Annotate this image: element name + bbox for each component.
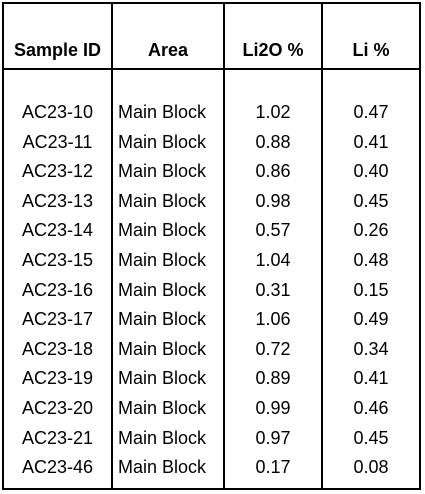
cell-li2o: 0.86: [255, 161, 291, 181]
cell-li: 0.45: [353, 191, 389, 211]
table-border: [2, 2, 421, 490]
cell-li2o: 0.89: [255, 368, 291, 388]
cell-li: 0.15: [353, 280, 389, 300]
cell-li: 0.48: [353, 250, 389, 270]
header-li2o: Li2O %: [242, 40, 304, 60]
cell-area: Main Block: [118, 309, 207, 329]
cell-li2o: 0.72: [255, 339, 291, 359]
header-sample-id: Sample ID: [13, 40, 102, 60]
cell-sample-id: AC23-12: [21, 161, 94, 181]
cell-area: Main Block: [118, 102, 207, 122]
cell-li: 0.47: [353, 102, 389, 122]
cell-li2o: 1.02: [255, 102, 291, 122]
cell-li2o: 0.57: [255, 220, 291, 240]
cell-area: Main Block: [118, 250, 207, 270]
cell-li: 0.49: [353, 309, 389, 329]
cell-li2o: 0.17: [255, 457, 291, 477]
header-area: Area: [147, 40, 189, 60]
cell-sample-id: AC23-11: [22, 132, 93, 152]
cell-area: Main Block: [118, 398, 207, 418]
header-divider: [2, 68, 421, 70]
cell-li: 0.08: [353, 457, 389, 477]
cell-area: Main Block: [118, 280, 207, 300]
cell-sample-id: AC23-14: [21, 220, 94, 240]
cell-sample-id: AC23-21: [21, 428, 94, 448]
cell-li2o: 0.99: [255, 398, 291, 418]
column-divider: [321, 2, 323, 490]
column-divider: [111, 2, 113, 490]
cell-area: Main Block: [118, 368, 207, 388]
cell-li: 0.41: [353, 368, 389, 388]
cell-li2o: 0.98: [255, 191, 291, 211]
cell-area: Main Block: [118, 191, 207, 211]
cell-sample-id: AC23-18: [21, 339, 94, 359]
cell-li: 0.45: [353, 428, 389, 448]
cell-li2o: 0.97: [255, 428, 291, 448]
cell-sample-id: AC23-15: [21, 250, 94, 270]
cell-li2o: 0.31: [255, 280, 291, 300]
cell-sample-id: AC23-13: [21, 191, 94, 211]
cell-area: Main Block: [118, 132, 207, 152]
cell-li: 0.34: [353, 339, 389, 359]
cell-area: Main Block: [118, 220, 207, 240]
cell-area: Main Block: [118, 457, 207, 477]
cell-li2o: 0.88: [255, 132, 291, 152]
cell-sample-id: AC23-19: [21, 368, 94, 388]
header-li: Li %: [352, 40, 390, 60]
cell-li: 0.46: [353, 398, 389, 418]
column-divider: [223, 2, 225, 490]
cell-li: 0.41: [353, 132, 389, 152]
cell-sample-id: AC23-10: [21, 102, 94, 122]
cell-li2o: 1.06: [255, 309, 291, 329]
cell-sample-id: AC23-17: [21, 309, 94, 329]
cell-area: Main Block: [118, 428, 207, 448]
cell-sample-id: AC23-46: [21, 457, 94, 477]
cell-sample-id: AC23-16: [21, 280, 94, 300]
cell-li: 0.26: [353, 220, 389, 240]
cell-area: Main Block: [118, 161, 207, 181]
cell-li2o: 1.04: [255, 250, 291, 270]
cell-sample-id: AC23-20: [21, 398, 94, 418]
cell-area: Main Block: [118, 339, 207, 359]
cell-li: 0.40: [353, 161, 389, 181]
